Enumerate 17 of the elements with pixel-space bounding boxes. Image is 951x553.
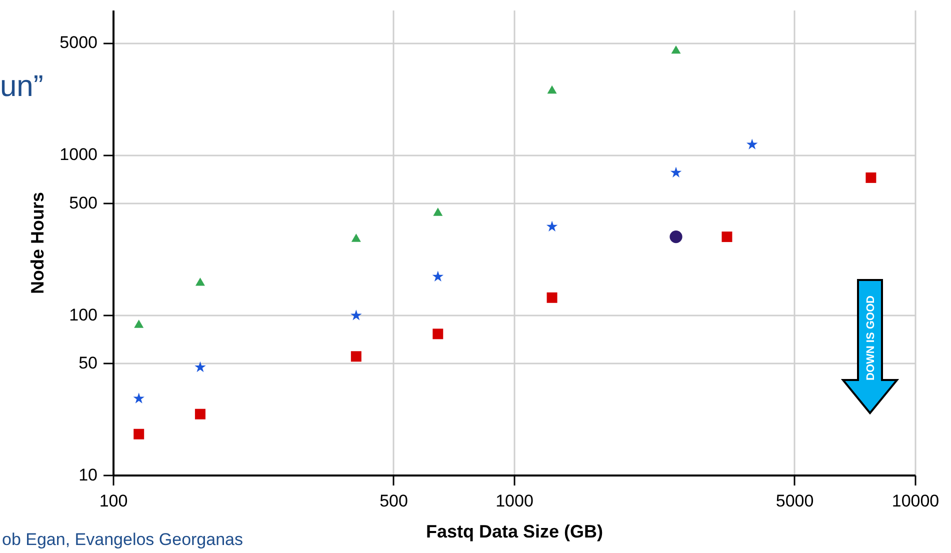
arrow-icon: DOWN IS GOOD (840, 278, 900, 416)
y-axis-title: Node Hours (28, 192, 48, 294)
x-axis-title: Fastq Data Size (GB) (426, 522, 604, 542)
x-tick-label: 5000 (776, 492, 814, 510)
y-tick-label: 5000 (60, 33, 98, 52)
x-tick-label: 10000 (892, 492, 940, 510)
x-tick-label: 1000 (496, 492, 534, 510)
y-tick-label: 500 (69, 193, 98, 212)
text: un” (0, 70, 44, 104)
y-tick-label: 10 (78, 466, 98, 484)
y-tick-label: 1000 (60, 145, 98, 164)
text: ob Egan, Evangelos Georganas (2, 530, 244, 550)
y-tick-label: 50 (78, 354, 98, 373)
annotation: DOWN IS GOOD (865, 295, 877, 380)
y-tick-label: 100 (69, 305, 98, 324)
x-tick-label: 100 (99, 492, 128, 510)
x-tick-label: 500 (380, 492, 408, 510)
